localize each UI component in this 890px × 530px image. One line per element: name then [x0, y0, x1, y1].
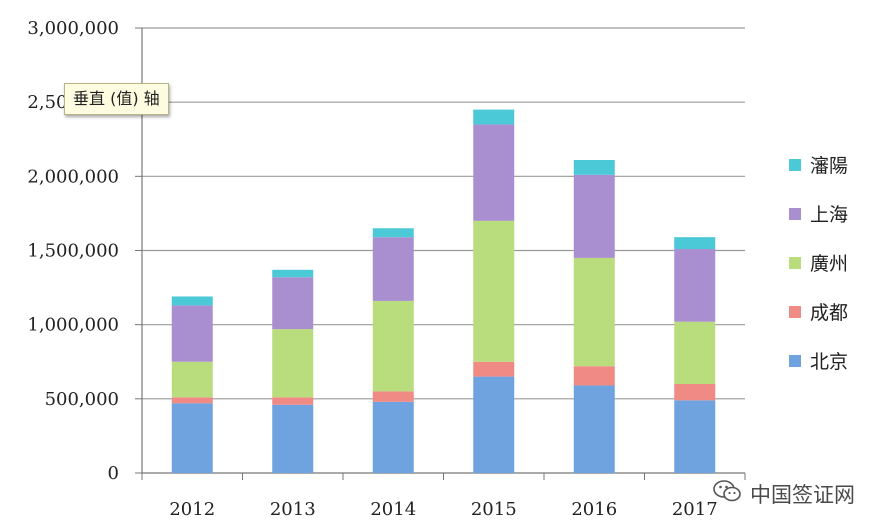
bar-segment [573, 366, 615, 386]
bar-segment [473, 124, 515, 221]
y-tick-label: 0 [108, 463, 119, 484]
x-tick-label: 2015 [471, 499, 517, 520]
y-tick-label: 2,000,000 [27, 166, 119, 187]
x-tick-label: 2014 [370, 499, 416, 520]
legend-swatch [789, 159, 801, 171]
y-tick-label: 1,000,000 [27, 315, 119, 336]
legend-label: 成都 [810, 302, 848, 324]
bar-segment [674, 321, 716, 384]
x-tick-label: 2013 [270, 499, 316, 520]
bar-segment [573, 385, 615, 473]
bars [171, 109, 716, 473]
legend-swatch [789, 355, 801, 367]
bar-segment [473, 361, 515, 377]
bar-segment [272, 397, 314, 405]
y-tick-label: 500,000 [45, 389, 119, 410]
bar-segment [171, 305, 213, 362]
legend-label: 上海 [810, 204, 848, 226]
legend-swatch [789, 208, 801, 220]
bar-segment [473, 376, 515, 473]
legend-label: 廣州 [810, 253, 848, 275]
legend-swatch [789, 257, 801, 269]
watermark: 中国签证网 [712, 478, 855, 509]
legend-swatch [789, 306, 801, 318]
bar-segment [171, 361, 213, 398]
bar-segment [272, 269, 314, 278]
bar-segment [473, 109, 515, 125]
bar-segment [473, 220, 515, 362]
bar-segment [674, 400, 716, 473]
bar-segment [573, 174, 615, 258]
bar-segment [573, 257, 615, 367]
x-tick-label: 2017 [672, 499, 718, 520]
bar-segment [272, 329, 314, 398]
y-tick-label: 3,000,000 [27, 18, 119, 39]
x-tick-labels: 2012 2013 2014 2015 2016 2017 [169, 499, 717, 520]
bar-segment [573, 160, 615, 175]
legend-label: 瀋陽 [810, 155, 848, 177]
bar-segment [372, 391, 414, 402]
bar-segment [171, 403, 213, 473]
x-tick-label: 2016 [571, 499, 617, 520]
bar-segment [272, 277, 314, 330]
bar-segment [171, 397, 213, 404]
axis-tooltip: 垂直 (值) 轴 [64, 83, 169, 115]
bar-segment [171, 296, 213, 306]
legend-label: 北京 [810, 351, 848, 373]
watermark-text: 中国签证网 [750, 482, 855, 507]
axes [135, 27, 746, 480]
x-tick-label: 2012 [169, 499, 215, 520]
gridlines [142, 27, 745, 400]
bar-segment [372, 228, 414, 238]
y-tick-label: 1,500,000 [27, 241, 119, 262]
bar-segment [674, 237, 716, 250]
bar-segment [372, 300, 414, 392]
bar-segment [674, 249, 716, 322]
bar-segment [372, 401, 414, 473]
wechat-icon [712, 478, 742, 509]
bar-segment [272, 404, 314, 473]
bar-segment [372, 237, 414, 301]
bar-segment [674, 384, 716, 401]
